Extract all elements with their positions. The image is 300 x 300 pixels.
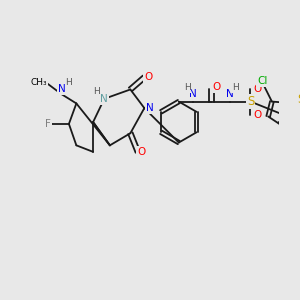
Text: N: N [100,94,108,104]
Text: S: S [247,95,254,108]
Text: N: N [58,83,65,94]
Text: F: F [46,119,51,129]
Text: O: O [254,110,262,120]
Text: O: O [254,83,262,94]
Text: H: H [232,83,239,92]
Text: N: N [189,89,196,99]
Text: CH₃: CH₃ [31,79,47,88]
Text: N: N [146,103,154,113]
Text: O: O [137,147,146,157]
Text: O: O [212,82,220,92]
Text: H: H [184,83,190,92]
Text: Cl: Cl [257,76,268,86]
Text: H: H [94,87,100,96]
Text: O: O [144,72,152,82]
Text: N: N [226,89,234,99]
Text: S: S [297,93,300,106]
Text: H: H [65,79,72,88]
